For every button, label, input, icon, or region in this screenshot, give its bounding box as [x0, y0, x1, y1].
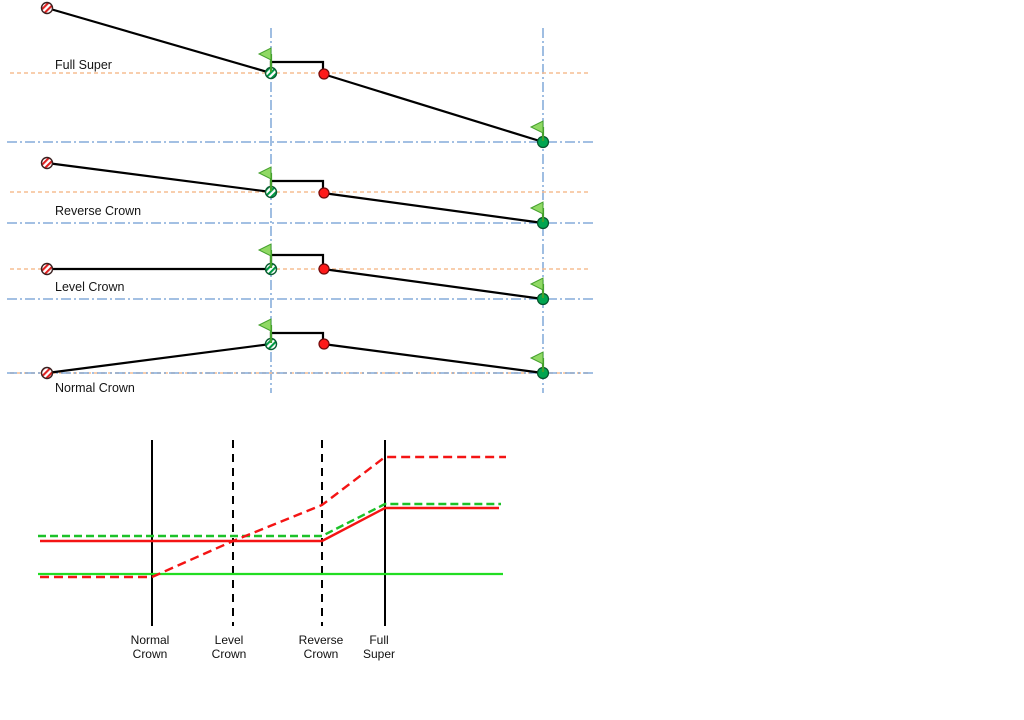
cross-section-line-reverse-crown — [46, 161, 544, 225]
flag-pennant — [257, 318, 272, 332]
pivot-flag-icon — [257, 47, 273, 72]
cross-section-line-full-super — [46, 6, 544, 144]
left-edge-marker-red-hatch-icon — [40, 1, 54, 15]
edge-flag-icon — [529, 201, 545, 222]
flag-pennant — [257, 166, 272, 180]
left-edge-marker-red-hatch-icon — [40, 366, 54, 380]
chart-series-green-dashed — [38, 502, 501, 538]
flag-pennant — [529, 201, 544, 215]
flag-pennant — [257, 47, 272, 61]
left-edge-marker-red-hatch-icon — [40, 262, 54, 276]
flag-pennant — [529, 351, 544, 365]
flag-pennant — [529, 277, 544, 291]
flag-pennant — [529, 120, 544, 134]
edge-flag-icon — [529, 120, 545, 141]
left-edge-marker-red-hatch-icon — [40, 156, 54, 170]
edge-flag-icon — [529, 351, 545, 372]
pivot-flag-icon — [257, 318, 273, 343]
control-point-red-dot-icon — [318, 263, 330, 275]
pivot-flag-icon — [257, 243, 273, 268]
guide-lines-layer — [7, 28, 596, 393]
edge-flag-icon — [529, 277, 545, 298]
cross-section-line-normal-crown — [46, 331, 544, 375]
markers-layer — [40, 1, 550, 380]
control-point-red-dot-icon — [318, 187, 330, 199]
cross-section-line-level-crown — [47, 253, 544, 301]
chart-series-red-solid — [40, 506, 499, 543]
cross-section-lines-layer — [46, 6, 544, 375]
pivot-flag-icon — [257, 166, 273, 191]
chart-series-red-dashed — [40, 455, 506, 579]
flag-pennant — [257, 243, 272, 257]
control-point-red-dot-icon — [318, 68, 330, 80]
transition-chart-layer — [38, 440, 506, 626]
control-point-red-dot-icon — [318, 338, 330, 350]
